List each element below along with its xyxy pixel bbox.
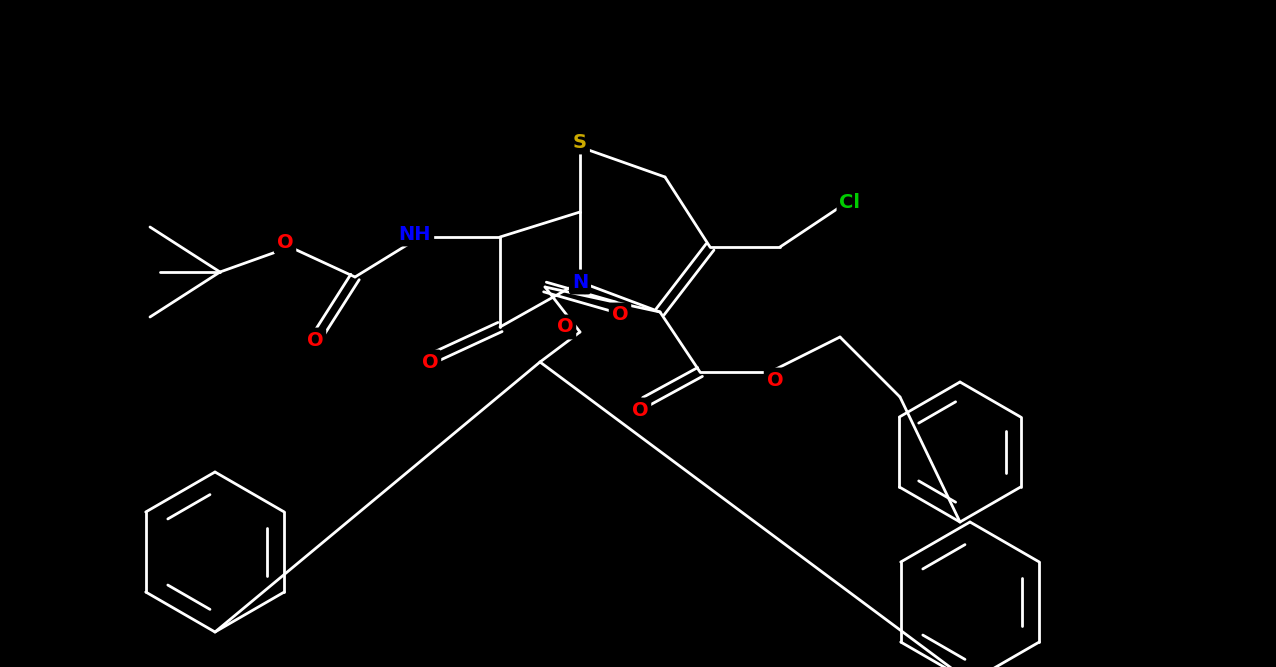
Text: NH: NH — [398, 225, 431, 243]
Text: N: N — [572, 273, 588, 291]
Text: O: O — [556, 317, 573, 336]
Text: Cl: Cl — [840, 193, 860, 211]
Text: O: O — [632, 400, 648, 420]
Text: O: O — [611, 305, 628, 325]
Text: S: S — [573, 133, 587, 151]
Text: O: O — [421, 352, 439, 372]
Text: O: O — [767, 370, 783, 390]
Text: O: O — [277, 233, 293, 251]
Text: O: O — [306, 331, 323, 350]
